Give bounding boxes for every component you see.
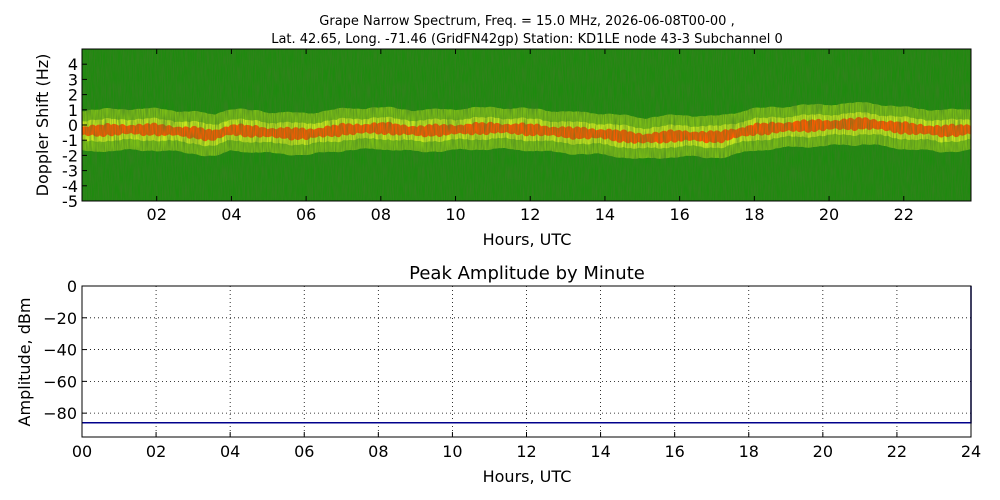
amplitude-xtick-label: 20 — [813, 442, 833, 461]
spectrogram-noise-texture — [82, 49, 971, 201]
spectrum-xlabel: Hours, UTC — [483, 230, 572, 249]
amplitude-title: Peak Amplitude by Minute — [409, 263, 645, 284]
spectrum-xtick-label: 12 — [520, 205, 540, 224]
spectrum-xtick-label: 08 — [371, 205, 391, 224]
amplitude-xtick-label: 16 — [664, 442, 684, 461]
spectrum-ytick-label: 3 — [68, 70, 78, 89]
spectrum-xtick-label: 02 — [147, 205, 167, 224]
spectrum-title-line1: Grape Narrow Spectrum, Freq. = 15.0 MHz,… — [319, 14, 734, 29]
amplitude-xtick-label: 24 — [961, 442, 981, 461]
amplitude-xtick-label: 02 — [146, 442, 166, 461]
spectrum-xtick-label: 10 — [445, 205, 465, 224]
spectrum-xtick-label: 04 — [221, 205, 241, 224]
spectrum-ytick-label: -2 — [62, 146, 78, 165]
amplitude-xtick-label: 08 — [368, 442, 388, 461]
amplitude-ytick-label: −80 — [43, 404, 77, 423]
amplitude-xtick-label: 22 — [887, 442, 907, 461]
spectrum-xtick-label: 16 — [669, 205, 689, 224]
spectrum-ylabel: Doppler Shift (Hz) — [33, 54, 52, 197]
amplitude-xtick-label: 12 — [516, 442, 536, 461]
spectrum-ytick-label: -1 — [62, 131, 78, 150]
amplitude-ylabel: Amplitude, dBm — [15, 298, 34, 427]
spectrum-xtick-label: 06 — [296, 205, 316, 224]
spectrum-xtick-label: 18 — [744, 205, 764, 224]
spectrum-ytick-label: -5 — [62, 192, 78, 211]
amplitude-ytick-label: 0 — [67, 277, 77, 296]
amplitude-xtick-label: 14 — [590, 442, 610, 461]
amplitude-xtick-label: 06 — [294, 442, 314, 461]
amplitude-plot: 00 02 04 06 08 10 12 14 16 18 20 22 24 0 −20 −40 −60 −80… — [15, 277, 981, 486]
spectrum-ytick-label: -3 — [62, 162, 78, 181]
spectrum-ytick-label: 2 — [68, 86, 78, 105]
amplitude-xtick-label: 10 — [442, 442, 462, 461]
amplitude-xtick-label: 18 — [739, 442, 759, 461]
spectrum-xtick-label: 20 — [819, 205, 839, 224]
spectrum-title-line2: Lat. 42.65, Long. -71.46 (GridFN42gp) St… — [271, 32, 783, 47]
spectrum-xtick-label: 14 — [595, 205, 615, 224]
amplitude-xtick-label: 04 — [220, 442, 240, 461]
amplitude-ytick-label: −40 — [43, 341, 77, 360]
spectrum-ytick-label: 1 — [68, 101, 78, 120]
amplitude-xlabel: Hours, UTC — [483, 467, 572, 486]
amplitude-plot-bg — [82, 286, 971, 437]
amplitude-xtick-label: 00 — [72, 442, 92, 461]
spectrum-xtick-label: 22 — [894, 205, 914, 224]
spectrum-ytick-label: 4 — [68, 55, 78, 74]
amplitude-ytick-label: −20 — [43, 309, 77, 328]
spectrum-ytick-label: -4 — [62, 177, 78, 196]
spectrum-ytick-label: 0 — [68, 116, 78, 135]
amplitude-ytick-label: −60 — [43, 372, 77, 391]
